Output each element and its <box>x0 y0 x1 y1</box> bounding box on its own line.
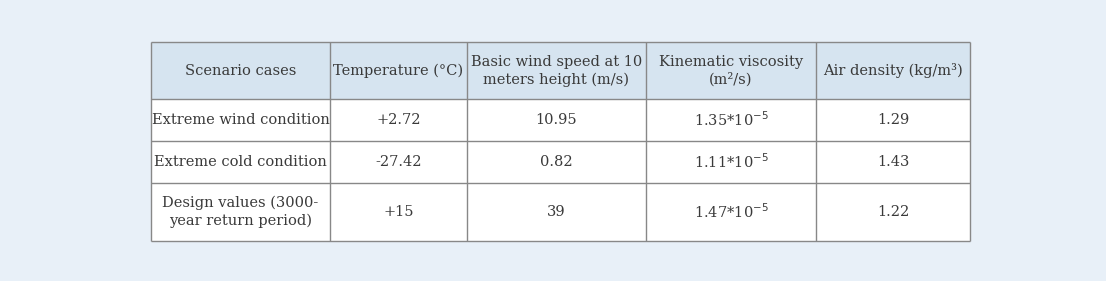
Text: Kinematic viscosity
(m²/s): Kinematic viscosity (m²/s) <box>659 55 803 87</box>
Bar <box>152 183 330 241</box>
Text: Design values (3000-
year return period): Design values (3000- year return period) <box>163 196 319 228</box>
Bar <box>330 99 467 141</box>
Bar <box>330 183 467 241</box>
Bar <box>330 141 467 183</box>
Text: Air density (kg/m³): Air density (kg/m³) <box>823 63 963 78</box>
Bar <box>816 141 970 183</box>
Text: 1.35*10$^{-5}$: 1.35*10$^{-5}$ <box>693 111 769 129</box>
Bar <box>646 183 816 241</box>
Text: 39: 39 <box>547 205 566 219</box>
Text: Basic wind speed at 10
meters height (m/s): Basic wind speed at 10 meters height (m/… <box>471 55 643 87</box>
Text: 1.22: 1.22 <box>877 205 909 219</box>
Text: +2.72: +2.72 <box>376 113 420 127</box>
Text: 1.47*10$^{-5}$: 1.47*10$^{-5}$ <box>693 203 769 221</box>
Bar <box>467 99 646 141</box>
Text: 10.95: 10.95 <box>535 113 577 127</box>
Bar <box>816 183 970 241</box>
Bar <box>152 141 330 183</box>
Bar <box>467 141 646 183</box>
Text: 1.29: 1.29 <box>877 113 909 127</box>
Text: 1.43: 1.43 <box>877 155 909 169</box>
Bar <box>152 99 330 141</box>
Text: Extreme cold condition: Extreme cold condition <box>154 155 327 169</box>
Bar <box>467 183 646 241</box>
Text: Extreme wind condition: Extreme wind condition <box>152 113 330 127</box>
Text: +15: +15 <box>383 205 414 219</box>
Bar <box>330 42 467 99</box>
Bar <box>467 42 646 99</box>
Text: 1.11*10$^{-5}$: 1.11*10$^{-5}$ <box>693 153 769 171</box>
Text: 0.82: 0.82 <box>540 155 573 169</box>
Text: -27.42: -27.42 <box>375 155 421 169</box>
Bar <box>646 42 816 99</box>
Bar <box>816 42 970 99</box>
Text: Temperature (°C): Temperature (°C) <box>333 64 463 78</box>
Bar <box>646 141 816 183</box>
Bar <box>646 99 816 141</box>
Bar <box>152 42 330 99</box>
Bar <box>816 99 970 141</box>
Text: Scenario cases: Scenario cases <box>185 64 296 78</box>
